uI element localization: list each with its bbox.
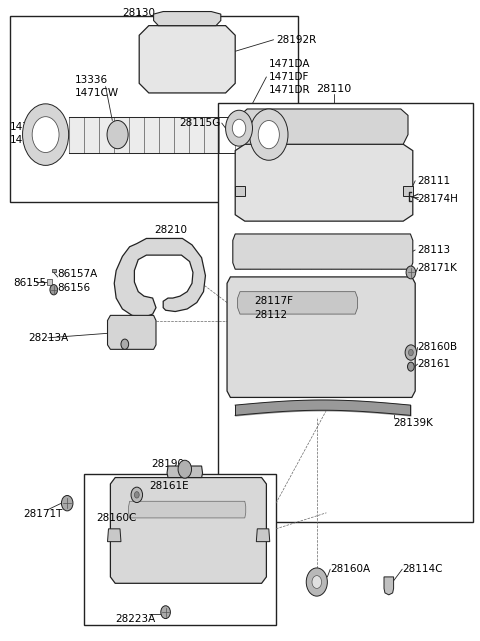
Text: 28161: 28161 [418, 359, 451, 369]
Text: 28160B: 28160B [418, 342, 458, 353]
Polygon shape [108, 315, 156, 349]
Bar [10, 16, 298, 202]
Circle shape [258, 121, 279, 149]
Text: 28115G: 28115G [180, 118, 221, 128]
Text: 28210: 28210 [154, 224, 187, 235]
Circle shape [408, 362, 414, 371]
Polygon shape [114, 238, 205, 317]
Polygon shape [240, 109, 408, 144]
Circle shape [134, 492, 139, 498]
Circle shape [226, 110, 252, 146]
Text: 86155: 86155 [13, 278, 47, 288]
Text: 28117F: 28117F [254, 296, 293, 306]
Circle shape [131, 487, 143, 503]
Bar [52, 269, 56, 272]
Circle shape [306, 568, 327, 596]
Polygon shape [235, 144, 413, 221]
Text: 28113: 28113 [418, 245, 451, 255]
Circle shape [50, 285, 58, 295]
Text: 28114C: 28114C [402, 564, 443, 574]
Text: 13336: 13336 [74, 75, 108, 85]
Text: 28171K: 28171K [418, 263, 457, 273]
Polygon shape [235, 186, 245, 196]
Polygon shape [238, 292, 358, 314]
Circle shape [406, 266, 416, 279]
Circle shape [178, 460, 192, 478]
Text: 1471DF: 1471DF [10, 122, 50, 132]
Text: 28171T: 28171T [23, 509, 62, 519]
Text: 1471DF: 1471DF [269, 72, 309, 82]
Text: 28192R: 28192R [276, 35, 316, 45]
Circle shape [232, 119, 246, 137]
Text: 28213A: 28213A [28, 333, 68, 343]
Polygon shape [256, 529, 270, 542]
Text: 28112: 28112 [254, 310, 288, 320]
Polygon shape [139, 26, 235, 93]
Bar [218, 103, 473, 522]
Text: 1471DR: 1471DR [269, 85, 311, 95]
Polygon shape [110, 478, 266, 583]
Text: 28190: 28190 [152, 459, 184, 469]
Text: 86156: 86156 [58, 283, 91, 294]
Text: 28161E: 28161E [149, 481, 189, 491]
Circle shape [250, 109, 288, 160]
Text: 28130: 28130 [123, 8, 156, 18]
Circle shape [23, 104, 69, 165]
Text: 28160C: 28160C [96, 513, 136, 523]
Circle shape [61, 495, 73, 511]
Polygon shape [129, 501, 246, 518]
Polygon shape [384, 577, 394, 595]
Polygon shape [403, 186, 413, 196]
Circle shape [121, 339, 129, 349]
Circle shape [312, 576, 322, 588]
Circle shape [161, 606, 170, 619]
Text: 28223A: 28223A [115, 613, 156, 624]
Text: 1471CW: 1471CW [74, 88, 119, 98]
Text: 28111: 28111 [418, 176, 451, 186]
Text: 86157A: 86157A [58, 269, 98, 279]
Polygon shape [167, 466, 203, 478]
Circle shape [107, 121, 128, 149]
Polygon shape [233, 234, 413, 269]
Polygon shape [227, 277, 415, 397]
Text: 1471DR: 1471DR [10, 135, 51, 145]
Circle shape [32, 117, 59, 153]
Circle shape [408, 349, 413, 356]
Polygon shape [231, 114, 247, 119]
Text: 28174H: 28174H [418, 194, 458, 204]
Text: 1471DA: 1471DA [269, 59, 310, 69]
Text: 28160A: 28160A [330, 564, 371, 574]
Text: 28139K: 28139K [394, 418, 433, 428]
Polygon shape [154, 12, 221, 26]
Bar [84, 474, 276, 625]
Circle shape [405, 345, 417, 360]
Text: 28110: 28110 [316, 83, 351, 94]
Polygon shape [47, 279, 52, 285]
Polygon shape [108, 529, 121, 542]
